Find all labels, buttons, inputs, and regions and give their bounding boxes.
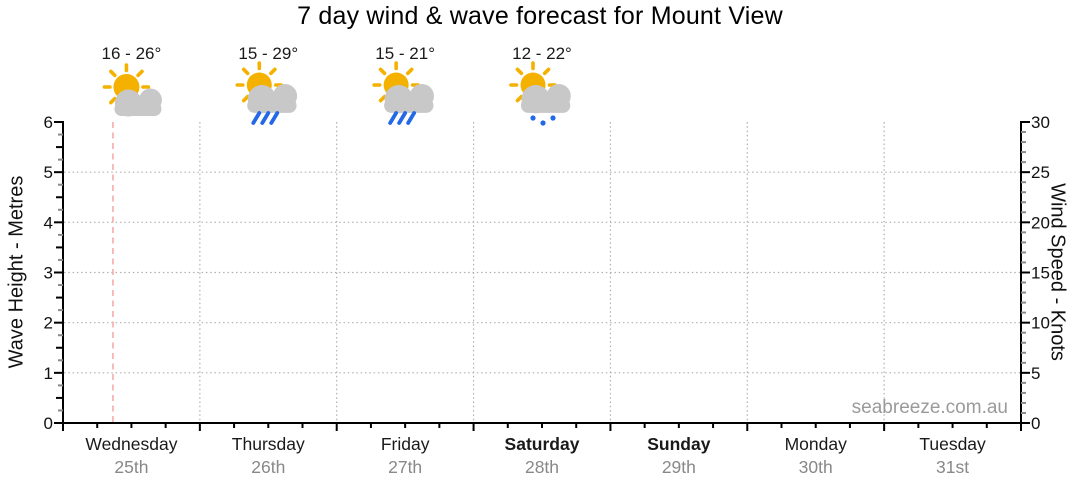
sun-cloud-icon: [102, 63, 162, 117]
left-tick-label: 1: [44, 364, 53, 383]
right-tick-label: 10: [1031, 314, 1050, 333]
left-tick-label: 0: [44, 414, 53, 433]
sun-cloud-showers-icon: [509, 61, 571, 126]
day-date: 31st: [936, 457, 970, 477]
right-tick-label: 25: [1031, 163, 1050, 182]
right-tick-label: 20: [1031, 213, 1050, 232]
day-date: 28th: [524, 457, 560, 477]
sun-cloud-rain-icon: [372, 61, 434, 125]
drizzle-dot: [530, 115, 536, 121]
rain-streak: [388, 111, 399, 125]
day-date: 26th: [251, 457, 286, 477]
left-tick-label: 3: [44, 264, 53, 283]
right-tick-label: 5: [1031, 364, 1040, 383]
day-label-sunday: Sunday: [647, 434, 711, 454]
temp-range-label: 15 - 21°: [375, 44, 436, 63]
sun-cloud-rain-icon: [235, 61, 298, 125]
temp-range-label: 12 - 22°: [512, 44, 572, 63]
left-tick-label: 5: [44, 163, 53, 182]
left-tick-label: 4: [44, 213, 53, 232]
rain-streak: [406, 111, 417, 125]
left-tick-label: 2: [44, 314, 53, 333]
day-date: 27th: [388, 457, 423, 477]
chart-title: 7 day wind & wave forecast for Mount Vie…: [297, 2, 783, 30]
day-date: 30th: [798, 457, 833, 477]
day-label-wednesday: Wednesday: [85, 434, 178, 454]
rain-streak: [397, 111, 408, 125]
drizzle-dot: [540, 120, 546, 126]
day-label-tuesday: Tuesday: [919, 434, 986, 454]
left-tick-label: 6: [44, 113, 53, 132]
watermark: seabreeze.com.au: [851, 397, 1008, 418]
day-date: 25th: [114, 457, 149, 477]
rain-streak: [269, 111, 280, 125]
day-label-saturday: Saturday: [504, 434, 580, 454]
temp-range-label: 15 - 29°: [238, 44, 299, 63]
day-label-friday: Friday: [380, 434, 430, 454]
day-label-thursday: Thursday: [231, 434, 305, 454]
rain-streak: [251, 111, 262, 125]
day-label-monday: Monday: [784, 434, 847, 454]
rain-streak: [260, 111, 271, 125]
temp-range-label: 16 - 26°: [101, 44, 162, 63]
right-tick-label: 15: [1031, 264, 1050, 283]
day-date: 29th: [661, 457, 696, 477]
right-tick-label: 0: [1031, 414, 1040, 433]
drizzle-dot: [550, 115, 556, 121]
right-tick-label: 30: [1031, 113, 1050, 132]
